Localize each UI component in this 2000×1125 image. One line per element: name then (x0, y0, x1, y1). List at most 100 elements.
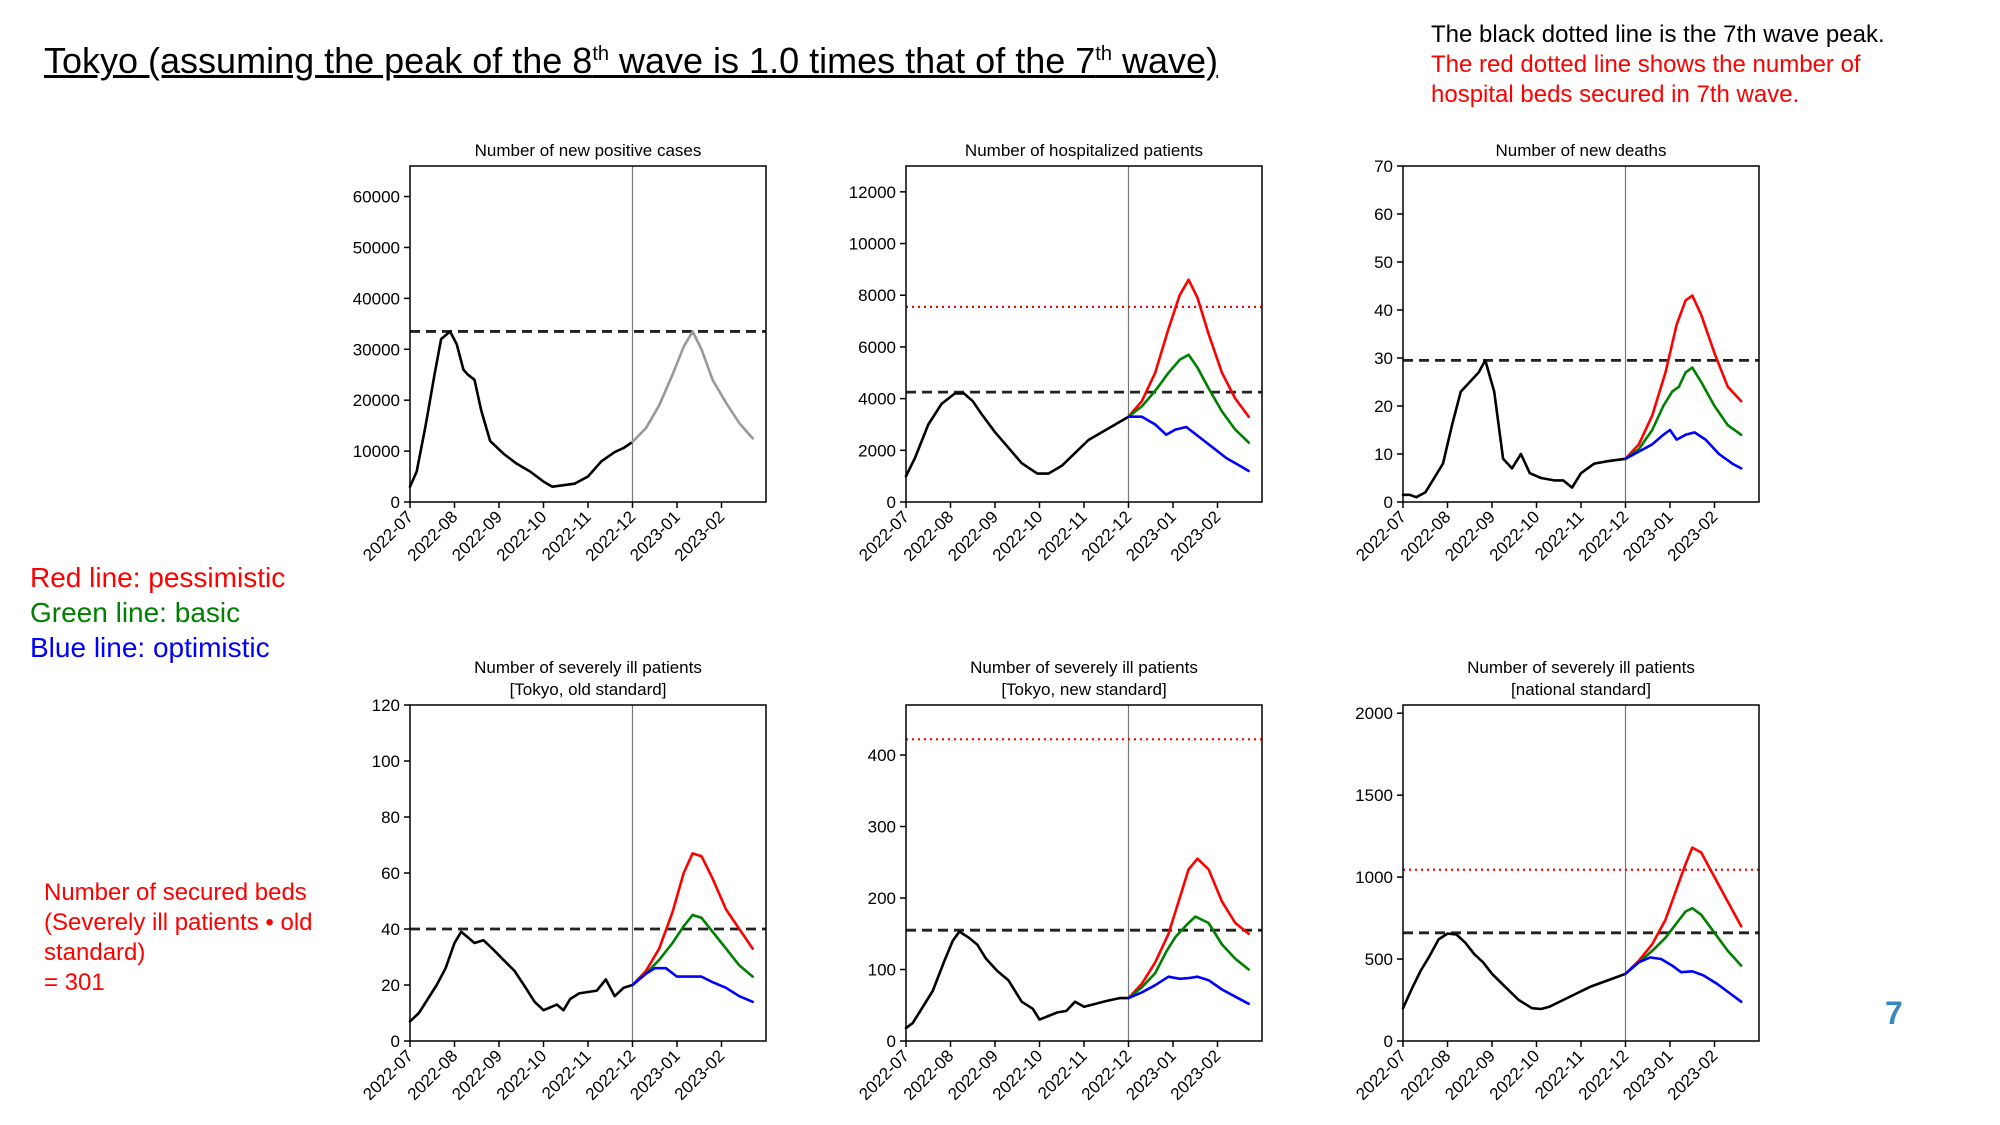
y-tick-label: 30000 (353, 340, 400, 359)
legend-green: Green line: basic (30, 597, 241, 628)
beds-line-1: Number of secured beds (44, 879, 307, 906)
x-tick-label: 2023-02 (671, 1046, 729, 1104)
x-tick-label: 2023-02 (671, 507, 729, 565)
series-actual (904, 930, 1130, 1030)
note-line-3: hospital beds secured in 7th wave. (1431, 81, 1800, 108)
legend: Red line: pessimistic Green line: basic … (30, 560, 285, 665)
legend-blue: Blue line: optimistic (30, 632, 270, 663)
y-tick-label: 10000 (353, 442, 400, 461)
series-optimistic (1127, 415, 1250, 473)
y-tick-label: 0 (391, 493, 400, 512)
y-tick-label: 20 (381, 976, 400, 995)
plot-frame (905, 704, 1263, 1042)
x-tick-label: 2022-10 (1486, 507, 1544, 565)
plot-frame (409, 704, 767, 1042)
y-tick-label: 2000 (858, 441, 896, 460)
series-actual (1401, 932, 1627, 1011)
y-tick-label: 10000 (849, 235, 896, 254)
chart-title: [Tokyo, new standard] (1001, 680, 1166, 699)
x-tick-label: 2022-10 (493, 1046, 551, 1104)
x-tick-label: 2022-10 (1486, 1046, 1544, 1104)
y-tick-label: 40000 (353, 289, 400, 308)
y-tick-label: 60 (381, 864, 400, 883)
y-tick-label: 0 (1384, 1032, 1393, 1051)
series-basic (1624, 906, 1743, 976)
chart-title: [Tokyo, old standard] (510, 680, 667, 699)
secured-beds-note: Number of secured beds (Severely ill pat… (44, 878, 344, 998)
series-actual (408, 930, 634, 1023)
x-tick-label: 2023-02 (1664, 1046, 1722, 1104)
plot-frame (1402, 165, 1760, 503)
y-tick-label: 0 (1384, 493, 1393, 512)
series-pessimistic (1127, 857, 1250, 1000)
x-tick-label: 2022-10 (989, 507, 1047, 565)
y-tick-label: 20 (1374, 397, 1393, 416)
x-tick-label: 2023-02 (1664, 507, 1722, 565)
series-projection_gray (631, 330, 754, 444)
chart-4: Number of severely ill patients [Tokyo, o… (359, 658, 767, 1104)
y-tick-label: 2000 (1355, 704, 1393, 723)
chart-title: Number of severely ill patients (474, 658, 702, 677)
y-tick-label: 400 (868, 746, 896, 765)
y-tick-label: 200 (868, 889, 896, 908)
y-tick-label: 30 (1374, 349, 1393, 368)
note-line-1: The black dotted line is the 7th wave pe… (1431, 21, 1885, 48)
page-title: Tokyo (assuming the peak of the 8th wave… (44, 40, 1218, 81)
y-tick-label: 100 (372, 752, 400, 771)
y-tick-label: 50000 (353, 238, 400, 257)
chart-title: Number of new deaths (1495, 141, 1666, 160)
series-optimistic (631, 966, 754, 1004)
x-tick-label: 2023-02 (1167, 507, 1225, 565)
y-tick-label: 1500 (1355, 786, 1393, 805)
legend-red: Red line: pessimistic (30, 562, 286, 593)
y-tick-label: 100 (868, 961, 896, 980)
chart-title: Number of hospitalized patients (965, 141, 1203, 160)
series-basic (631, 913, 754, 987)
page-number: 7 (1885, 995, 1903, 1031)
plot-frame (1402, 704, 1760, 1042)
y-tick-label: 20000 (353, 391, 400, 410)
chart-title: Number of severely ill patients (970, 658, 1198, 677)
y-tick-label: 50 (1374, 253, 1393, 272)
y-tick-label: 120 (372, 696, 400, 715)
note: The black dotted line is the 7th wave pe… (1431, 20, 1885, 110)
series-basic (1127, 353, 1250, 444)
y-tick-label: 0 (391, 1032, 400, 1051)
chart-5: Number of severely ill patients [Tokyo, n… (855, 658, 1263, 1104)
y-tick-label: 8000 (858, 286, 896, 305)
x-tick-label: 2022-10 (493, 507, 551, 565)
y-tick-label: 40 (1374, 301, 1393, 320)
beds-line-2: (Severely ill patients • old (44, 909, 313, 936)
y-tick-label: 70 (1374, 157, 1393, 176)
series-actual (904, 392, 1130, 478)
y-tick-label: 10 (1374, 445, 1393, 464)
y-tick-label: 12000 (849, 183, 896, 202)
series-pessimistic (631, 852, 754, 987)
y-tick-label: 4000 (858, 390, 896, 409)
chart-1: Number of new positive cases 0 10000 20000 3… (353, 141, 767, 565)
y-tick-label: 40 (381, 920, 400, 939)
beds-line-4: = 301 (44, 969, 105, 996)
y-tick-label: 500 (1365, 950, 1393, 969)
chart-title: [national standard] (1511, 680, 1651, 699)
plot-frame (409, 165, 767, 503)
y-tick-label: 60 (1374, 205, 1393, 224)
chart-2: Number of hospitalized patients 0 2000 4000… (849, 141, 1263, 565)
y-tick-label: 300 (868, 818, 896, 837)
series-optimistic (1624, 428, 1743, 470)
y-tick-label: 60000 (353, 188, 400, 207)
series-basic (1624, 366, 1743, 461)
series-pessimistic (1624, 846, 1743, 976)
y-tick-label: 80 (381, 808, 400, 827)
series-pessimistic (1127, 278, 1250, 418)
chart-title: Number of severely ill patients (1467, 658, 1695, 677)
y-tick-label: 0 (887, 493, 896, 512)
chart-6: Number of severely ill patients [national… (1352, 658, 1760, 1104)
series-pessimistic (1624, 294, 1743, 461)
plot-frame (905, 165, 1263, 503)
chart-title: Number of new positive cases (475, 141, 702, 160)
beds-line-3: standard) (44, 939, 146, 966)
y-tick-label: 1000 (1355, 868, 1393, 887)
x-tick-label: 2023-02 (1167, 1046, 1225, 1104)
